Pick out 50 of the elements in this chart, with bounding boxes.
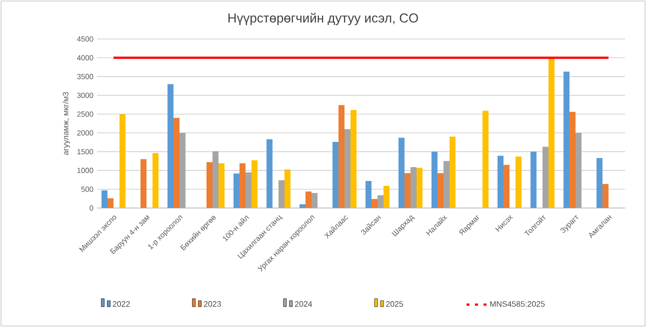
bar bbox=[404, 173, 411, 208]
bar bbox=[180, 132, 186, 208]
bar bbox=[482, 110, 489, 208]
bar bbox=[278, 180, 285, 208]
bar bbox=[102, 190, 108, 208]
bar bbox=[306, 191, 312, 208]
bar bbox=[344, 129, 351, 208]
bar bbox=[498, 156, 504, 208]
bar bbox=[504, 164, 510, 208]
bar bbox=[576, 132, 582, 208]
bar bbox=[240, 163, 246, 208]
bar bbox=[212, 151, 219, 208]
bar bbox=[410, 167, 417, 208]
bar bbox=[530, 152, 537, 208]
bar bbox=[516, 156, 522, 208]
bar bbox=[140, 159, 147, 208]
bar bbox=[168, 84, 174, 208]
bar bbox=[246, 172, 252, 208]
bar bbox=[596, 158, 603, 208]
bar bbox=[218, 163, 225, 208]
bar bbox=[542, 146, 549, 208]
bar bbox=[266, 139, 273, 208]
bar bbox=[284, 169, 291, 208]
bar bbox=[438, 173, 444, 208]
bar bbox=[432, 152, 438, 208]
bar bbox=[252, 160, 258, 208]
bar bbox=[564, 72, 570, 208]
bar bbox=[234, 173, 240, 208]
bar bbox=[398, 138, 405, 208]
bar bbox=[444, 161, 450, 208]
bar bbox=[332, 142, 339, 208]
bar bbox=[450, 136, 456, 208]
bar bbox=[312, 192, 318, 208]
chart-title: Нүүрстөрөгчийн дутуу исэл, CO bbox=[228, 12, 418, 26]
bar bbox=[602, 184, 609, 208]
bar bbox=[372, 198, 378, 208]
bar bbox=[570, 112, 576, 208]
bar bbox=[416, 168, 423, 208]
bar bbox=[378, 195, 384, 208]
bar bbox=[206, 162, 213, 208]
bar bbox=[152, 153, 159, 208]
bar bbox=[350, 110, 357, 208]
bar bbox=[120, 114, 126, 208]
bar bbox=[384, 186, 390, 208]
bar bbox=[366, 180, 372, 208]
bar bbox=[300, 204, 306, 208]
bar bbox=[548, 58, 555, 208]
bar bbox=[338, 105, 345, 208]
bar bbox=[174, 118, 180, 208]
bar bbox=[108, 198, 114, 208]
